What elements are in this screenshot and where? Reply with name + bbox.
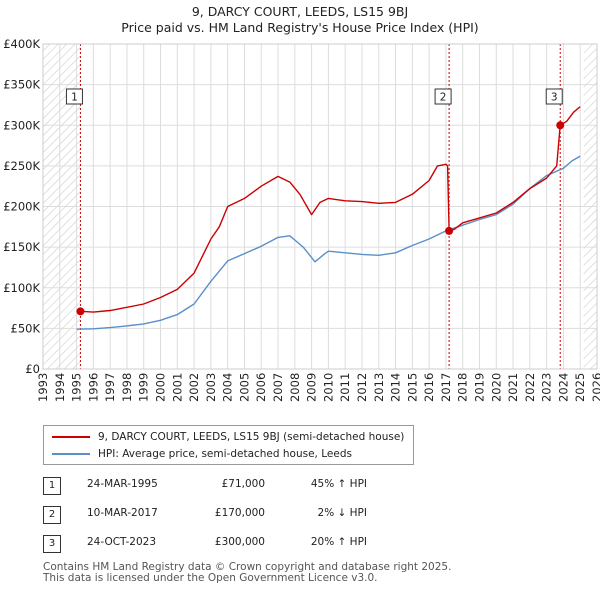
title-subtitle: Price paid vs. HM Land Registry's House … <box>121 20 479 35</box>
x-tick-label: 2016 <box>422 373 436 402</box>
x-tick-label: 2021 <box>506 373 520 402</box>
x-tick-label: 2004 <box>221 373 235 402</box>
x-tick-label: 2001 <box>170 373 184 402</box>
table-row: 3 24-OCT-2023 £300,000 20% ↑ HPI <box>43 533 543 555</box>
x-tick-label: 1994 <box>53 373 67 402</box>
table-row: 1 24-MAR-1995 £71,000 45% ↑ HPI <box>43 475 543 497</box>
x-tick-label: 2024 <box>556 373 570 402</box>
transaction-price: £170,000 <box>214 507 265 519</box>
transaction-number-badge: 3 <box>43 535 61 553</box>
x-tick-label: 2012 <box>355 373 369 402</box>
legend-item-hpi: HPI: Average price, semi-detached house,… <box>52 446 352 462</box>
x-tick-label: 2022 <box>523 373 537 402</box>
legend-property-label: 9, DARCY COURT, LEEDS, LS15 9BJ (semi-de… <box>98 431 405 443</box>
x-tick-label: 1995 <box>70 373 84 402</box>
y-tick-label: £200K <box>3 200 40 214</box>
x-tick-label: 2002 <box>187 373 201 402</box>
plot-border <box>42 43 598 370</box>
title-address: 9, DARCY COURT, LEEDS, LS15 9BJ <box>191 4 409 19</box>
transaction-price: £300,000 <box>214 536 265 548</box>
x-tick-label: 2020 <box>489 373 503 402</box>
x-tick-label: 2015 <box>405 373 419 402</box>
y-tick-label: £0 <box>25 362 40 376</box>
x-tick-label: 2025 <box>573 373 587 402</box>
transaction-hpi-change: 45% ↑ HPI <box>310 478 367 490</box>
x-tick-label: 2006 <box>254 373 268 402</box>
y-tick-label: £350K <box>3 78 40 92</box>
footer-attribution: Contains HM Land Registry data © Crown c… <box>43 562 451 584</box>
y-tick-label: £250K <box>3 159 40 173</box>
x-tick-label: 2017 <box>439 373 453 402</box>
x-tick-label: 2003 <box>204 373 218 402</box>
transaction-date: 10-MAR-2017 <box>87 507 158 519</box>
legend-hpi-label: HPI: Average price, semi-detached house,… <box>98 448 352 460</box>
legend-property-swatch <box>52 436 90 438</box>
legend-hpi-swatch <box>52 453 90 455</box>
chart-legend: 9, DARCY COURT, LEEDS, LS15 9BJ (semi-de… <box>43 425 414 465</box>
x-tick-label: 1999 <box>137 373 151 402</box>
annotation-label: 3 <box>551 92 558 104</box>
x-tick-label: 1998 <box>120 373 134 402</box>
y-tick-label: £50K <box>11 321 41 335</box>
y-tick-label: £400K <box>3 37 40 51</box>
footer-licence: This data is licensed under the Open Gov… <box>43 572 378 584</box>
sale-point-marker <box>556 121 565 130</box>
sale-point-marker <box>76 307 85 316</box>
x-tick-label: 2019 <box>472 373 486 402</box>
chart-title: 9, DARCY COURT, LEEDS, LS15 9BJ Price pa… <box>0 4 600 36</box>
x-tick-label: 1993 <box>36 373 50 402</box>
y-tick-label: £100K <box>3 281 40 295</box>
y-tick-label: £300K <box>3 118 40 132</box>
x-tick-label: 2000 <box>154 373 168 402</box>
property-price-line <box>80 106 581 313</box>
x-tick-label: 1997 <box>103 373 117 402</box>
x-tick-label: 2014 <box>389 373 403 402</box>
sale-point-marker <box>445 226 454 235</box>
transaction-hpi-change: 2% ↓ HPI <box>317 507 367 519</box>
annotation-label: 2 <box>440 92 447 104</box>
annotation-box <box>65 88 83 105</box>
annotation-box <box>434 88 452 105</box>
x-tick-label: 1996 <box>86 373 100 402</box>
x-tick-label: 2008 <box>288 373 302 402</box>
transaction-hpi-change: 20% ↑ HPI <box>310 536 367 548</box>
x-tick-label: 2013 <box>372 373 386 402</box>
hpi-line <box>76 155 581 330</box>
x-tick-label: 2010 <box>321 373 335 402</box>
price-chart: 1 2 3 £0 £50K £100K £150K £200K £250K £300K £350K… <box>3 37 600 402</box>
x-tick-label: 2011 <box>338 373 352 402</box>
transaction-date: 24-OCT-2023 <box>87 536 156 548</box>
annotation-box <box>545 88 563 105</box>
legend-item-property: 9, DARCY COURT, LEEDS, LS15 9BJ (semi-de… <box>52 429 404 445</box>
transaction-number-badge: 2 <box>43 506 61 524</box>
table-row: 2 10-MAR-2017 £170,000 2% ↓ HPI <box>43 504 543 526</box>
x-tick-label: 2007 <box>271 373 285 402</box>
x-tick-label: 2026 <box>590 373 600 402</box>
footer-copyright: Contains HM Land Registry data © Crown c… <box>43 561 452 573</box>
annotation-label: 1 <box>71 92 78 104</box>
transaction-price: £71,000 <box>221 478 265 490</box>
transaction-date: 24-MAR-1995 <box>87 478 158 490</box>
x-tick-label: 2009 <box>305 373 319 402</box>
y-tick-label: £150K <box>3 240 40 254</box>
transaction-number-badge: 1 <box>43 477 61 495</box>
x-tick-label: 2023 <box>540 373 554 402</box>
x-tick-label: 2018 <box>456 373 470 402</box>
x-tick-label: 2005 <box>237 373 251 402</box>
